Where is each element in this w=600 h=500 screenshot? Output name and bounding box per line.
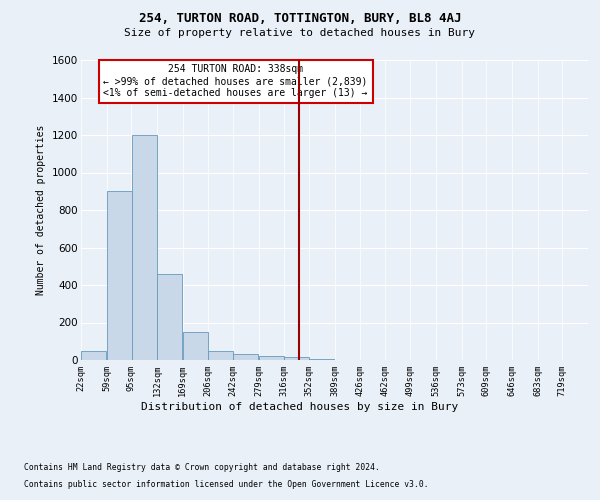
Text: Distribution of detached houses by size in Bury: Distribution of detached houses by size … [142,402,458,412]
Bar [259,356,284,360]
Text: 254 TURTON ROAD: 338sqm
← >99% of detached houses are smaller (2,839)
<1% of sem: 254 TURTON ROAD: 338sqm ← >99% of detach… [103,64,368,98]
Bar [132,135,157,360]
Text: 254, TURTON ROAD, TOTTINGTON, BURY, BL8 4AJ: 254, TURTON ROAD, TOTTINGTON, BURY, BL8 … [139,12,461,26]
Y-axis label: Number of detached properties: Number of detached properties [37,125,46,295]
Bar [233,354,258,360]
Bar [309,359,334,360]
Bar [82,350,106,360]
Bar [157,274,182,360]
Text: Size of property relative to detached houses in Bury: Size of property relative to detached ho… [125,28,476,38]
Bar [284,357,309,360]
Bar [208,350,233,360]
Bar [183,332,208,360]
Text: Contains public sector information licensed under the Open Government Licence v3: Contains public sector information licen… [24,480,428,489]
Bar [107,191,132,360]
Text: Contains HM Land Registry data © Crown copyright and database right 2024.: Contains HM Land Registry data © Crown c… [24,464,380,472]
